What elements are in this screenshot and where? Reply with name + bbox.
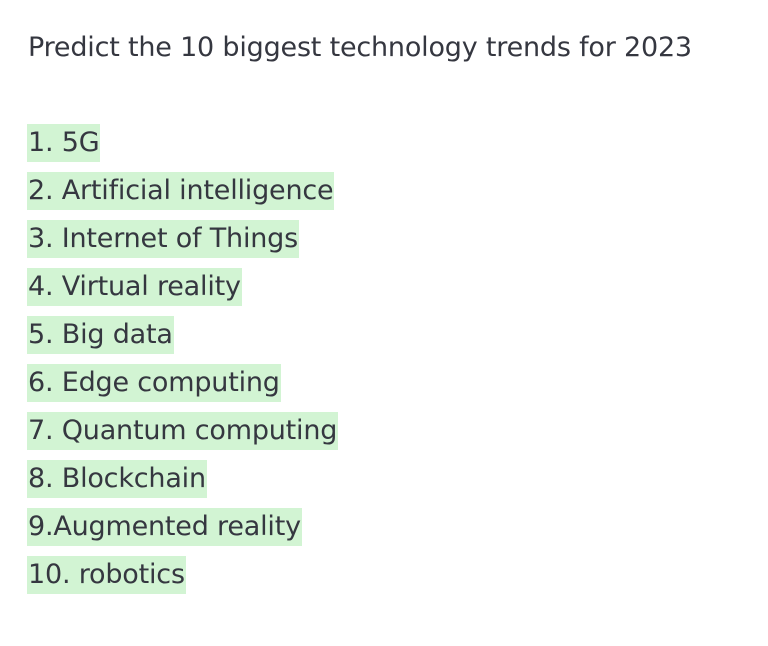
prompt-text[interactable]: Predict the 10 biggest technology trends…	[28, 32, 692, 63]
list-item: 2. Artificial intelligence	[27, 172, 338, 220]
completion-item-text[interactable]: 10. robotics	[27, 556, 186, 594]
completion-item-text[interactable]: 6. Edge computing	[27, 364, 281, 402]
list-item: 9.Augmented reality	[27, 508, 338, 556]
list-item: 5. Big data	[27, 316, 338, 364]
list-item: 1. 5G	[27, 124, 338, 172]
list-item: 6. Edge computing	[27, 364, 338, 412]
completion-item-text[interactable]: 4. Virtual reality	[27, 268, 242, 306]
completion-item-text[interactable]: 9.Augmented reality	[27, 508, 302, 546]
list-item: 7. Quantum computing	[27, 412, 339, 460]
list-item: 10. robotics	[27, 556, 338, 604]
list-item: 8. Blockchain	[27, 460, 338, 508]
completion-item-text[interactable]: 5. Big data	[27, 316, 174, 354]
completion-list: 1. 5G 2. Artificial intelligence 3. Inte…	[27, 124, 339, 604]
completion-item-text[interactable]: 1. 5G	[27, 124, 101, 162]
list-item: 3. Internet of Things	[27, 220, 338, 268]
completion-item-text[interactable]: 7. Quantum computing	[27, 412, 339, 450]
list-item: 4. Virtual reality	[27, 268, 338, 316]
completion-item-text[interactable]: 8. Blockchain	[27, 460, 207, 498]
completion-item-text[interactable]: 3. Internet of Things	[27, 220, 299, 258]
completion-item-text[interactable]: 2. Artificial intelligence	[27, 172, 335, 210]
